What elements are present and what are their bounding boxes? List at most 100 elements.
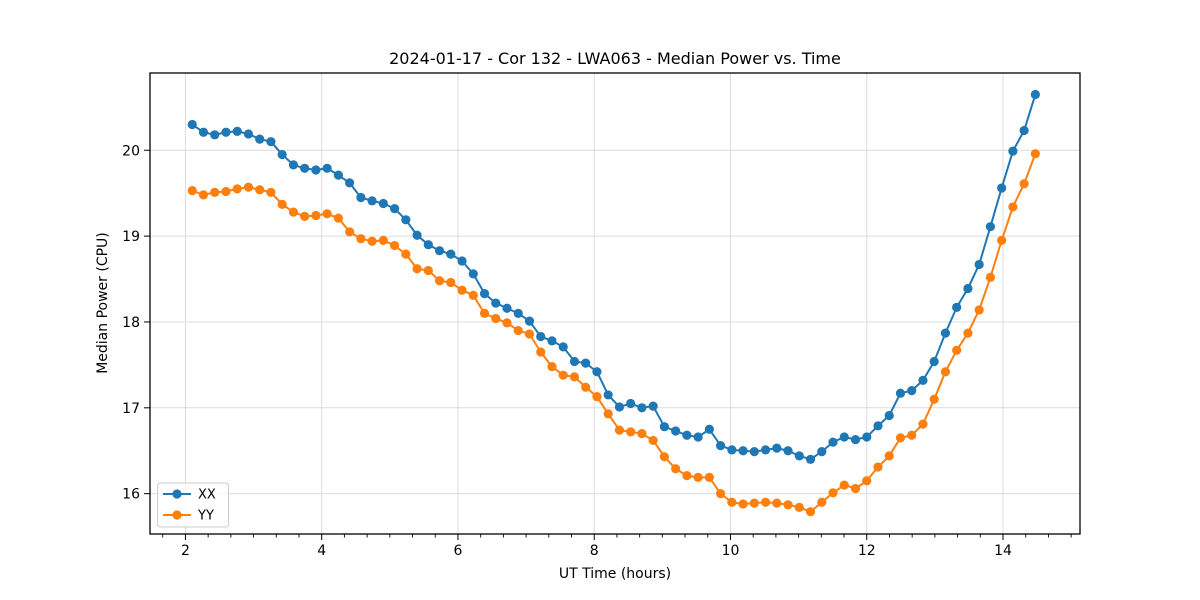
- data-point: [839, 480, 849, 490]
- data-point: [805, 507, 816, 517]
- data-point: [682, 430, 692, 440]
- data-point: [457, 256, 467, 266]
- data-point: [378, 198, 388, 209]
- data-point: [929, 356, 939, 367]
- data-point: [210, 130, 220, 140]
- data-point: [288, 207, 299, 217]
- data-point: [727, 497, 737, 507]
- data-point: [434, 276, 445, 286]
- data-point: [232, 126, 242, 136]
- axis-ticks: 2 4 6 8 10 12 14 16 17 18 19 20: [122, 143, 1072, 559]
- data-point: [468, 290, 478, 300]
- data-point: [716, 489, 726, 499]
- data-point: [300, 211, 310, 221]
- x-tick-label: 10: [722, 543, 740, 559]
- data-point: [817, 446, 827, 457]
- data-point: [187, 186, 197, 196]
- data-point: [671, 464, 681, 474]
- data-point: [479, 308, 490, 318]
- data-point: [547, 362, 557, 372]
- data-point: [243, 129, 254, 139]
- data-point: [581, 358, 591, 368]
- data-point: [963, 283, 973, 294]
- chart-title: 2024-01-17 - Cor 132 - LWA063 - Median P…: [389, 49, 841, 68]
- data-point: [412, 264, 422, 274]
- data-point: [345, 178, 355, 188]
- data-point: [940, 367, 951, 377]
- series-markers-yy: [187, 149, 1040, 517]
- legend-label-xx: XX: [198, 488, 216, 503]
- data-point: [333, 170, 343, 180]
- data-point: [1019, 125, 1029, 136]
- data-point: [614, 402, 625, 412]
- data-point: [255, 185, 265, 195]
- data-point: [907, 430, 917, 440]
- data-point: [716, 440, 726, 451]
- data-point: [749, 498, 759, 508]
- legend-marker-xx: [172, 489, 182, 499]
- data-point: [210, 187, 220, 197]
- data-point: [626, 398, 636, 409]
- data-point: [389, 240, 400, 251]
- x-tick-label: 4: [317, 543, 326, 559]
- data-point: [952, 345, 962, 355]
- data-series: [187, 89, 1040, 517]
- data-point: [592, 367, 602, 377]
- data-point: [974, 305, 984, 315]
- data-point: [682, 471, 692, 481]
- data-point: [626, 427, 636, 437]
- data-point: [794, 502, 804, 512]
- data-point: [952, 302, 962, 312]
- data-point: [277, 199, 287, 209]
- data-point: [221, 186, 231, 197]
- data-point: [569, 356, 580, 367]
- data-point: [918, 419, 928, 429]
- data-point: [828, 488, 838, 498]
- data-point: [918, 375, 928, 385]
- data-point: [547, 336, 557, 346]
- y-tick-label: 18: [122, 315, 140, 331]
- data-point: [693, 432, 703, 442]
- data-point: [412, 230, 422, 240]
- x-axis-label: UT Time (hours): [559, 566, 671, 582]
- y-tick-label: 19: [122, 229, 140, 245]
- data-point: [963, 328, 973, 338]
- data-point: [637, 403, 647, 413]
- y-axis-label: Median Power (CPU): [95, 232, 111, 374]
- legend-item-xx: XX: [163, 488, 216, 503]
- data-point: [862, 476, 872, 486]
- data-point: [648, 401, 658, 411]
- data-point: [401, 215, 411, 225]
- data-point: [760, 445, 771, 455]
- series-line-yy: [191, 153, 1037, 513]
- data-point: [997, 183, 1007, 193]
- data-point: [536, 331, 546, 342]
- data-point: [985, 272, 996, 282]
- data-point: [581, 382, 591, 392]
- data-point: [502, 303, 512, 313]
- data-point: [895, 388, 906, 398]
- legend: XX YY: [157, 482, 229, 528]
- x-tick-label: 8: [590, 543, 599, 559]
- data-point: [738, 446, 748, 456]
- data-point: [423, 240, 433, 250]
- data-point: [749, 446, 759, 457]
- data-point: [502, 318, 512, 328]
- data-point: [558, 342, 568, 352]
- data-point: [985, 222, 996, 232]
- data-point: [907, 386, 917, 396]
- data-point: [423, 265, 433, 276]
- data-point: [491, 313, 501, 324]
- data-point: [738, 499, 748, 509]
- data-point: [648, 435, 658, 446]
- data-point: [772, 498, 782, 508]
- data-point: [828, 437, 838, 447]
- data-point: [513, 308, 523, 318]
- data-point: [322, 163, 332, 173]
- data-point: [277, 149, 287, 160]
- data-point: [850, 434, 861, 445]
- data-point: [693, 472, 703, 482]
- grid-lines: [150, 73, 1080, 534]
- legend-box: [157, 482, 229, 528]
- data-point: [884, 410, 894, 421]
